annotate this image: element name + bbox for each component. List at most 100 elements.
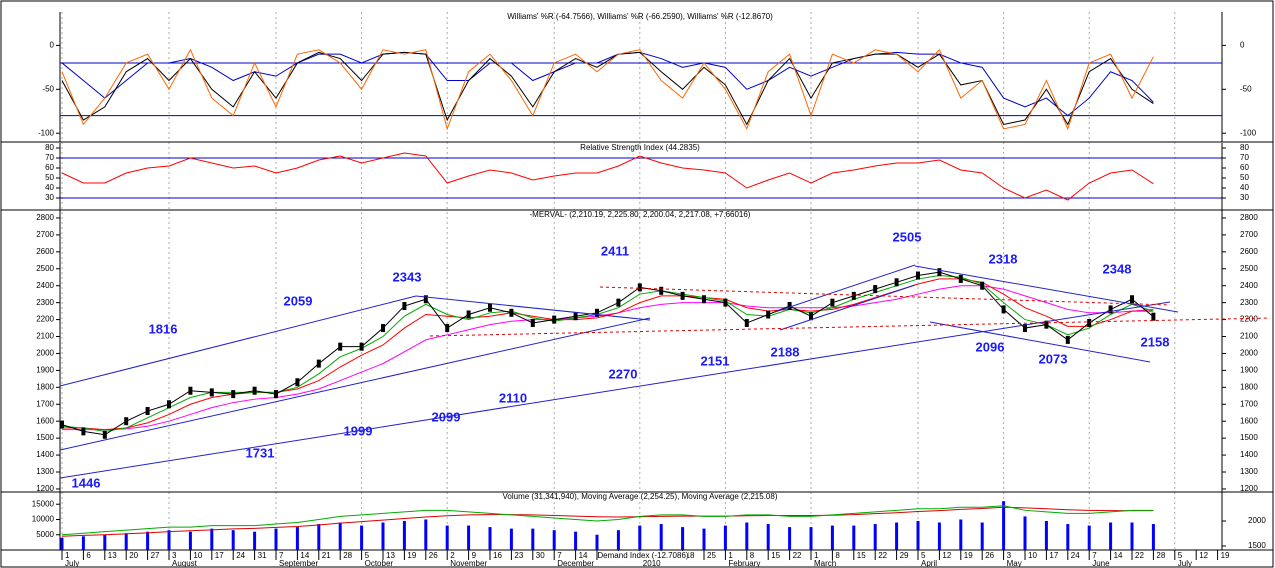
volume-bar	[60, 537, 64, 550]
y-tick-label: 80	[45, 143, 54, 152]
volume-bar	[1023, 516, 1027, 550]
x-tick-label: 1	[65, 551, 70, 560]
x-tick-label: 5	[365, 551, 370, 560]
candle	[102, 430, 107, 439]
annotation: 2318	[989, 251, 1018, 266]
annotation: 1816	[149, 321, 178, 336]
volume-bar	[830, 525, 834, 550]
trend-line	[929, 321, 1151, 363]
y-tick-label: 1500	[1240, 433, 1258, 442]
volume-bar	[595, 534, 599, 550]
month-label: February	[728, 559, 760, 568]
x-tick-label: 24	[1071, 551, 1080, 560]
volume-bar	[980, 522, 984, 550]
x-tick-label: 17	[215, 551, 224, 560]
trend-line	[429, 317, 1271, 337]
series-line	[61, 506, 1154, 537]
series-line	[61, 505, 1154, 536]
candle	[937, 268, 942, 277]
candle	[1108, 305, 1113, 314]
candle	[295, 378, 300, 387]
y-tick-label: 1900	[36, 366, 54, 375]
candle	[359, 342, 364, 351]
volume-bar	[531, 528, 535, 550]
annotation: 2348	[1103, 261, 1132, 276]
volume-bar	[124, 533, 128, 550]
x-tick-label: 22	[1135, 551, 1144, 560]
x-tick-label: 3	[172, 551, 177, 560]
candle	[552, 315, 557, 324]
y-tick-label: 60	[45, 163, 54, 172]
y-tick-label: 30	[1240, 193, 1249, 202]
candle	[1023, 324, 1027, 333]
candle	[659, 286, 664, 295]
y-tick-label: 1200	[1240, 484, 1258, 493]
y-tick-label: -50	[1240, 84, 1252, 93]
x-tick-label: 7	[1092, 551, 1097, 560]
candle	[873, 285, 878, 294]
x-tick-label: 22	[793, 551, 802, 560]
x-tick-label: 19	[964, 551, 973, 560]
volume-bar	[317, 524, 321, 550]
y-tick-label: 2100	[1240, 332, 1258, 341]
y-tick-label: 2200	[36, 315, 54, 324]
y-tick-label: 2100	[36, 332, 54, 341]
candle	[1001, 305, 1006, 314]
x-tick-label: 15	[771, 551, 780, 560]
volume-bar	[253, 531, 257, 550]
y-tick-label: 1400	[1240, 450, 1258, 459]
annotation: 2505	[893, 229, 922, 244]
candle	[445, 324, 450, 333]
panel-title: Williams' %R (-64.7566), Williams' %R (-…	[507, 12, 773, 21]
x-tick-label: 25	[707, 551, 716, 560]
x-tick-label: 9	[472, 551, 477, 560]
month-label: May	[1007, 559, 1022, 568]
candle	[894, 278, 899, 287]
x-tick-label: 3	[1007, 551, 1012, 560]
x-tick-label: 18	[686, 551, 695, 560]
y-tick-label: 2700	[1240, 230, 1258, 239]
candle	[316, 359, 321, 368]
candle	[851, 291, 856, 300]
candle	[124, 417, 129, 426]
candle	[830, 298, 835, 307]
candle	[595, 308, 599, 317]
annotation: 1731	[246, 445, 275, 460]
month-label: March	[814, 559, 836, 568]
x-tick-label: 14	[1114, 551, 1123, 560]
y-tick-label: 40	[1240, 183, 1249, 192]
candle	[980, 281, 985, 290]
x-tick-label: 19	[1221, 551, 1230, 560]
month-label: October	[365, 559, 394, 568]
volume-bar	[916, 521, 920, 550]
volume-bar	[360, 525, 364, 550]
y-tick-label: 2400	[36, 281, 54, 290]
candle	[680, 291, 685, 300]
volume-bar	[852, 525, 856, 550]
x-tick-label: 26	[429, 551, 438, 560]
candle	[809, 312, 813, 321]
volume-bar	[1109, 522, 1113, 550]
x-tick-label: 14	[300, 551, 309, 560]
volume-bar	[659, 524, 663, 550]
y-tick-label: 1200	[36, 484, 54, 493]
candle	[787, 302, 792, 311]
x-tick-label: 29	[900, 551, 909, 560]
x-tick-label: 23	[514, 551, 523, 560]
candle	[381, 324, 385, 333]
volume-bar	[509, 528, 513, 550]
volume-bar	[937, 522, 941, 550]
y-tick-label: 2300	[1240, 298, 1258, 307]
x-tick-label: 30	[536, 551, 545, 560]
y-tick-label: 10000	[32, 515, 55, 524]
candle	[1065, 335, 1070, 344]
candle	[1151, 312, 1156, 321]
annotation: 2110	[499, 390, 527, 405]
annotation: 2343	[393, 269, 422, 284]
volume-bar	[766, 524, 770, 550]
price-line	[61, 271, 1154, 436]
volume-bar	[210, 528, 214, 550]
y-tick-label: 2200	[1240, 315, 1258, 324]
x-tick-label: 12	[1199, 551, 1208, 560]
